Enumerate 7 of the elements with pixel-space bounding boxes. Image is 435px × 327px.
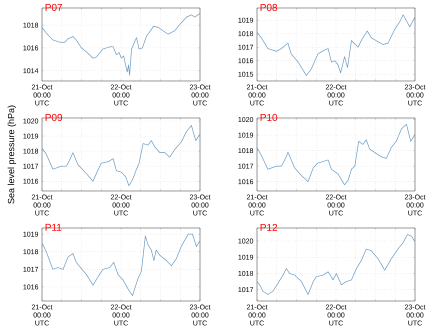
chart-title: P09 [46, 114, 62, 122]
chart-title: P10 [260, 114, 278, 122]
chart-title: P07 [46, 4, 62, 12]
y-axis-title: Sea level pressure (hPa) [8, 106, 16, 204]
chart-title: P08 [260, 4, 278, 12]
chart-title: P12 [260, 224, 278, 231]
chart-title: P11 [46, 224, 62, 231]
